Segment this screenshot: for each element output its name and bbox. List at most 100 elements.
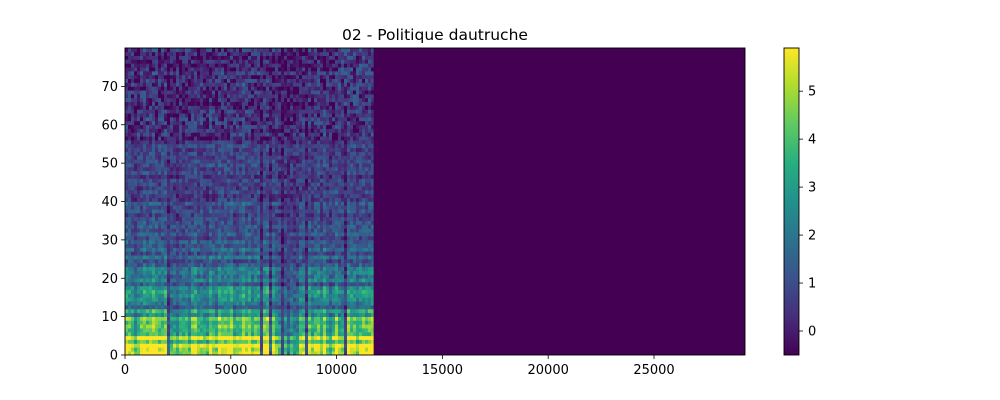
- heatmap-cell: [191, 82, 195, 87]
- heatmap-cell: [131, 205, 135, 210]
- heatmap-cell: [299, 197, 303, 202]
- heatmap-cell: [293, 174, 297, 179]
- heatmap-cell: [230, 278, 234, 283]
- heatmap-cell: [182, 347, 186, 352]
- heatmap-cell: [233, 189, 237, 195]
- heatmap-cell: [230, 232, 234, 237]
- heatmap-cell: [233, 178, 237, 183]
- heatmap-cell: [197, 166, 201, 172]
- heatmap-cell: [209, 59, 213, 64]
- heatmap-cell: [215, 301, 219, 306]
- heatmap-cell: [287, 186, 291, 191]
- heatmap-cell: [269, 74, 273, 79]
- heatmap-cell: [236, 305, 240, 310]
- heatmap-cell: [212, 328, 216, 333]
- heatmap-cell: [167, 228, 171, 233]
- heatmap-cell: [263, 239, 267, 245]
- heatmap-cell: [218, 143, 222, 149]
- heatmap-cell: [257, 109, 261, 114]
- heatmap-cell: [179, 312, 183, 317]
- heatmap-cell: [269, 335, 273, 340]
- heatmap-cell: [239, 155, 243, 160]
- heatmap-cell: [170, 159, 174, 164]
- heatmap-cell: [260, 305, 264, 310]
- heatmap-cell: [203, 140, 207, 145]
- heatmap-cell: [200, 136, 204, 141]
- heatmap-cell: [251, 140, 255, 145]
- heatmap-cell: [287, 90, 291, 95]
- heatmap-cell: [125, 193, 129, 198]
- heatmap-cell: [143, 270, 147, 275]
- heatmap-cell: [293, 282, 297, 287]
- heatmap-cell: [263, 59, 267, 64]
- heatmap-cell: [245, 124, 249, 129]
- heatmap-cell: [281, 63, 285, 68]
- heatmap-cell: [197, 174, 201, 179]
- heatmap-cell: [233, 128, 237, 133]
- heatmap-cell: [167, 101, 171, 106]
- heatmap-cell: [290, 274, 294, 279]
- heatmap-cell: [302, 186, 306, 191]
- heatmap-cell: [146, 308, 150, 314]
- heatmap-cell: [185, 328, 189, 333]
- heatmap-cell: [257, 117, 261, 122]
- heatmap-cell: [140, 55, 144, 60]
- heatmap-cell: [293, 117, 297, 122]
- heatmap-cell: [131, 343, 135, 348]
- heatmap-cell: [287, 239, 291, 245]
- heatmap-cell: [305, 105, 309, 110]
- heatmap-cell: [224, 312, 228, 317]
- heatmap-cell: [164, 94, 168, 99]
- heatmap-cell: [158, 243, 162, 248]
- heatmap-cell: [254, 213, 258, 218]
- heatmap-cell: [158, 151, 162, 156]
- heatmap-cell: [266, 274, 270, 279]
- heatmap-cell: [134, 155, 138, 160]
- heatmap-cell: [254, 59, 258, 64]
- heatmap-cell: [236, 97, 240, 103]
- heatmap-cell: [128, 282, 132, 287]
- heatmap-cell: [293, 159, 297, 164]
- heatmap-cell: [254, 278, 258, 283]
- heatmap-cell: [167, 213, 171, 218]
- heatmap-cell: [137, 320, 141, 325]
- heatmap-cell: [149, 209, 153, 214]
- heatmap-cell: [227, 182, 231, 187]
- heatmap-cell: [239, 113, 243, 118]
- heatmap-cell: [125, 82, 129, 87]
- heatmap-cell: [158, 166, 162, 172]
- heatmap-cell: [191, 328, 195, 333]
- heatmap-cell: [203, 189, 207, 195]
- heatmap-cell: [260, 312, 264, 317]
- heatmap-cell: [125, 136, 129, 141]
- heatmap-cell: [266, 163, 270, 168]
- heatmap-cell: [272, 351, 276, 355]
- heatmap-cell: [269, 186, 273, 191]
- heatmap-cell: [269, 120, 273, 126]
- heatmap-cell: [296, 228, 300, 233]
- heatmap-cell: [251, 105, 255, 110]
- heatmap-cell: [236, 247, 240, 252]
- heatmap-cell: [167, 63, 171, 68]
- heatmap-cell: [161, 285, 165, 291]
- heatmap-cell: [227, 216, 231, 221]
- heatmap-cell: [272, 232, 276, 237]
- heatmap-cell: [290, 189, 294, 195]
- heatmap-cell: [209, 259, 213, 264]
- heatmap-cell: [152, 136, 156, 141]
- heatmap-cell: [233, 151, 237, 156]
- heatmap-cell: [131, 316, 135, 321]
- heatmap-cell: [278, 163, 282, 168]
- heatmap-cell: [149, 243, 153, 248]
- heatmap-cell: [209, 186, 213, 191]
- heatmap-cell: [206, 124, 210, 129]
- heatmap-cell: [215, 316, 219, 321]
- heatmap-cell: [134, 285, 138, 291]
- heatmap-cell: [152, 324, 156, 329]
- heatmap-cell: [305, 117, 309, 122]
- heatmap-cell: [302, 243, 306, 248]
- heatmap-cell: [176, 232, 180, 237]
- heatmap-cell: [137, 63, 141, 68]
- heatmap-cell: [164, 324, 168, 329]
- heatmap-cell: [227, 97, 231, 103]
